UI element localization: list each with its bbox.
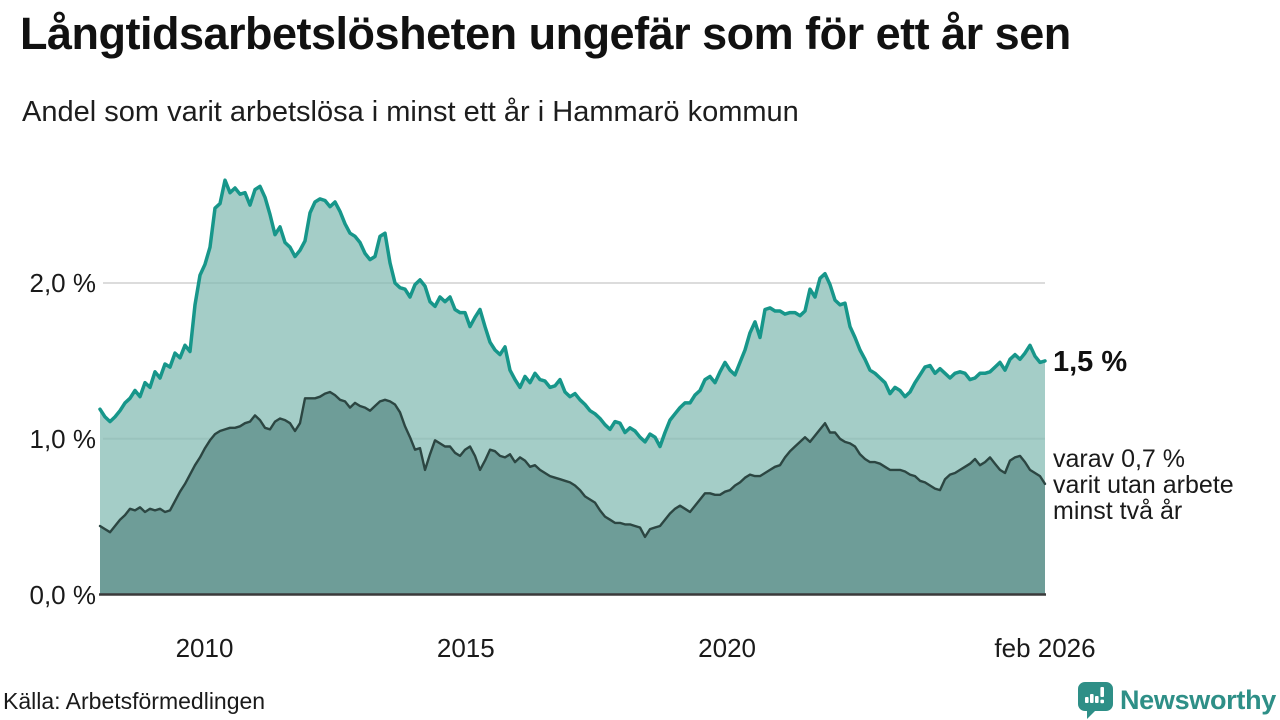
y-tick-label: 0,0 % — [29, 579, 97, 610]
latest-value-label: 1,5 % — [1053, 346, 1128, 378]
line-very-long-term — [98, 390, 1047, 539]
logo-exclamation-dot — [1100, 699, 1104, 704]
chart-subtitle: Andel som varit arbetslösa i minst ett å… — [22, 96, 799, 128]
x-tick-label: feb 2026 — [994, 633, 1096, 663]
logo-bar-3 — [1094, 696, 1099, 703]
secondary-value-line: varav 0,7 % — [1053, 445, 1186, 473]
newsworthy-icon — [1077, 682, 1113, 719]
line-long-term — [98, 178, 1047, 449]
y-tick-label: 2,0 % — [29, 268, 97, 298]
secondary-value-label: varav 0,7 % varit utan arbete minst två … — [1053, 446, 1234, 524]
secondary-value-line: varit utan arbete — [1053, 471, 1234, 499]
area-very-long-term — [100, 392, 1045, 595]
source-credit: Källa: Arbetsförmedlingen — [3, 688, 266, 714]
x-tick-label: 2020 — [698, 633, 757, 663]
page-title: Långtidsarbetslösheten ungefär som för e… — [20, 8, 1071, 59]
logo-bar-2 — [1089, 694, 1094, 703]
newsworthy-logo: Newsworthy — [1077, 682, 1276, 719]
newsworthy-wordmark: Newsworthy — [1119, 685, 1276, 715]
logo-bar-1 — [1084, 697, 1089, 703]
x-tick-label: 2010 — [175, 633, 234, 663]
x-tick-label: 2015 — [436, 633, 495, 663]
logo-exclamation-bar — [1100, 687, 1104, 697]
y-tick-label: 1,0 % — [29, 423, 97, 454]
secondary-value-line: minst två år — [1053, 497, 1183, 525]
